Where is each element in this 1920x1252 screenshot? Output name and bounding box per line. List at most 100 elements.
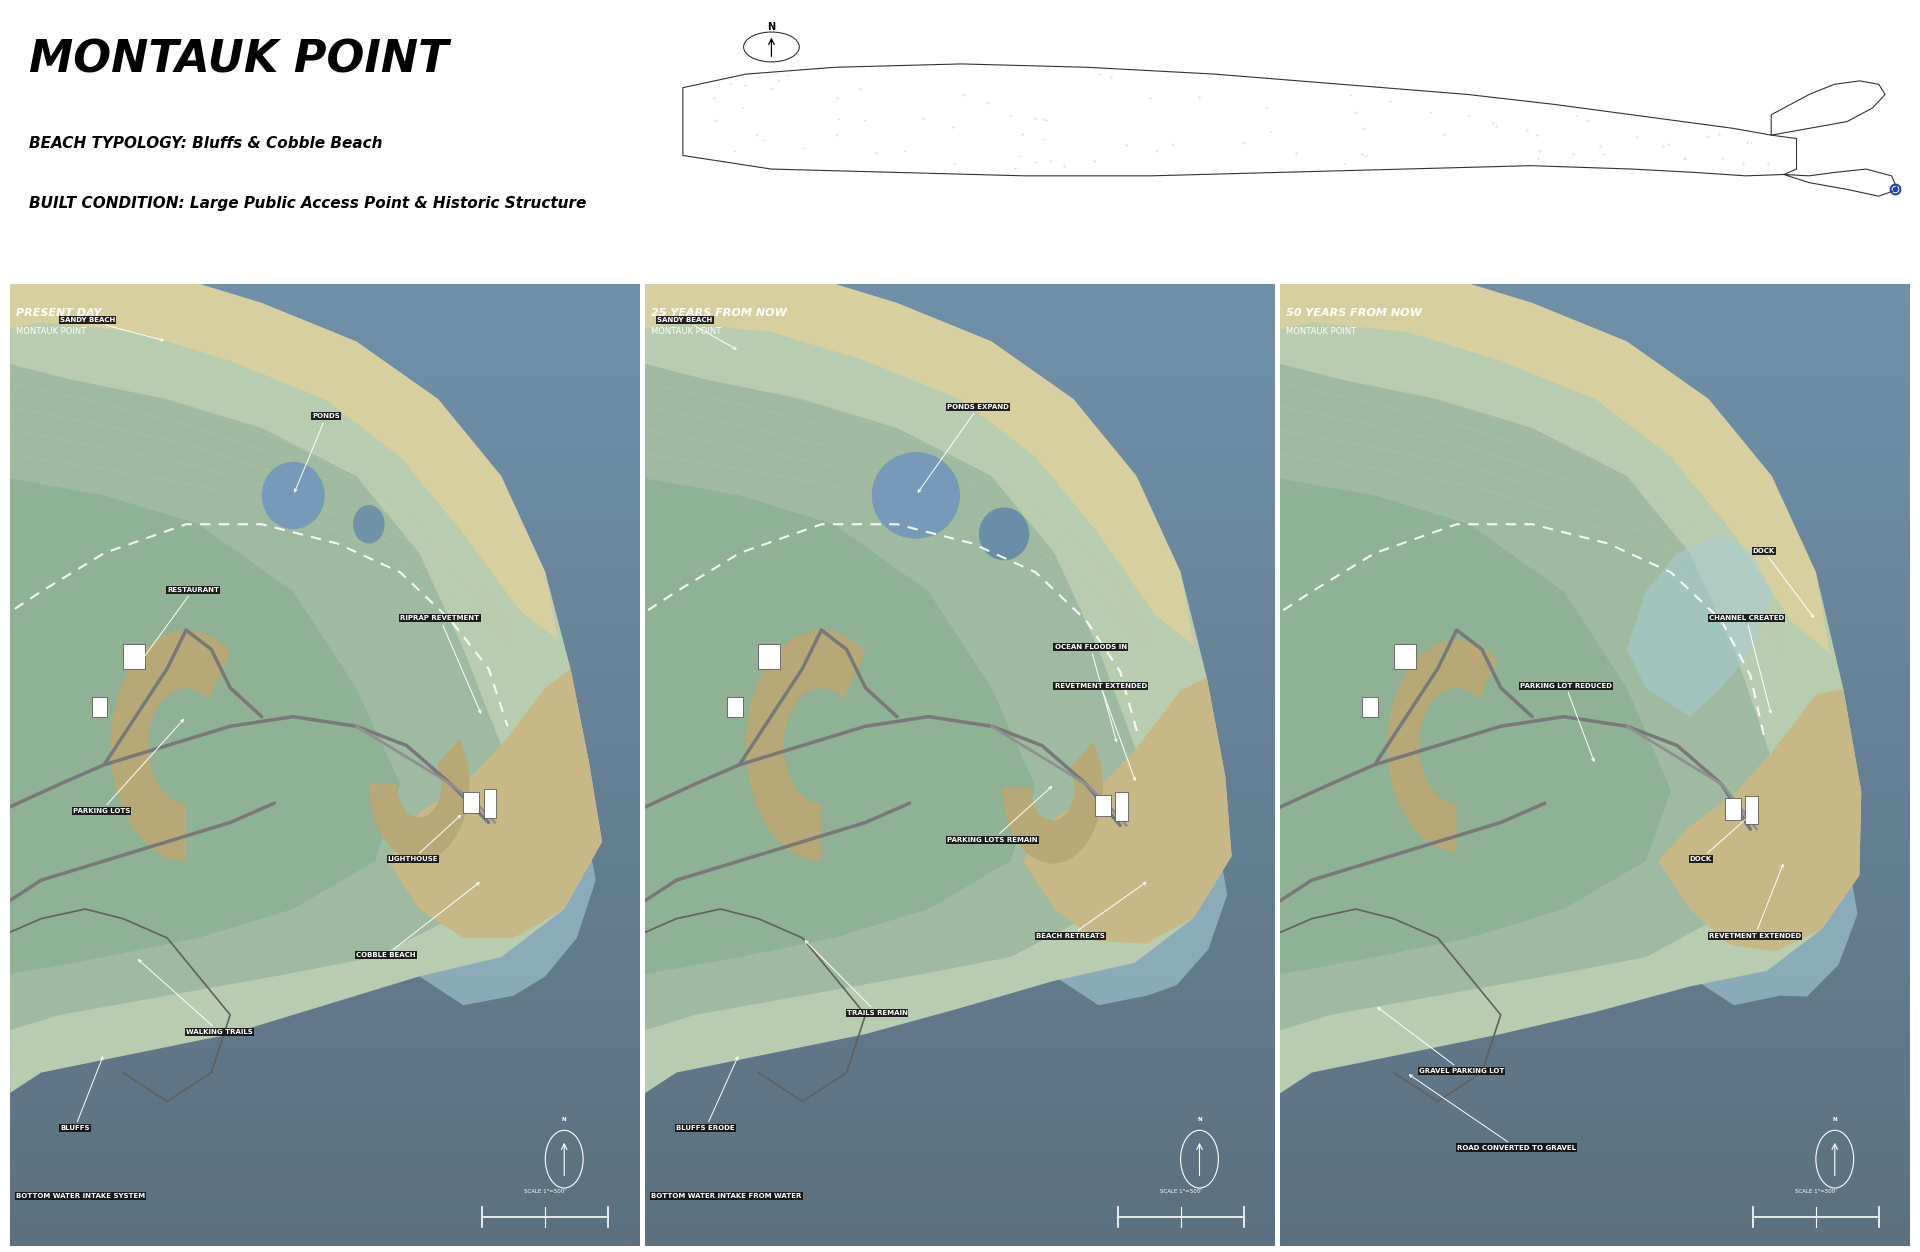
Text: PARKING LOTS: PARKING LOTS	[73, 720, 184, 814]
Bar	[10, 501, 639, 525]
Bar	[1281, 1222, 1910, 1246]
Bar	[645, 476, 1275, 501]
Bar	[728, 697, 743, 716]
Bar	[1281, 933, 1910, 957]
Bar	[1281, 452, 1910, 476]
Text: 50 YEARS FROM NOW: 50 YEARS FROM NOW	[1286, 308, 1423, 318]
Text: SCALE 1"=500': SCALE 1"=500'	[1160, 1189, 1202, 1194]
Text: BEACH TYPOLOGY: Bluffs & Cobble Beach: BEACH TYPOLOGY: Bluffs & Cobble Beach	[29, 136, 382, 151]
Bar	[645, 1222, 1275, 1246]
Bar	[10, 765, 639, 789]
Text: MONTAUK POINT: MONTAUK POINT	[15, 327, 86, 336]
Bar	[92, 697, 108, 716]
Bar	[1281, 1078, 1910, 1102]
Bar	[1281, 356, 1910, 379]
Bar	[10, 982, 639, 1005]
Ellipse shape	[261, 462, 324, 530]
Text: BEACH RETREATS: BEACH RETREATS	[1035, 883, 1146, 939]
Text: DOCK: DOCK	[1753, 548, 1814, 617]
Text: PONDS EXPAND: PONDS EXPAND	[918, 404, 1010, 492]
Bar	[10, 356, 639, 379]
Bar	[1281, 525, 1910, 548]
Text: CHANNEL CREATED: CHANNEL CREATED	[1709, 616, 1784, 712]
Bar	[10, 789, 639, 813]
Bar	[10, 861, 639, 885]
Bar	[645, 813, 1275, 836]
Polygon shape	[1659, 689, 1860, 952]
Bar	[645, 404, 1275, 428]
Bar	[645, 836, 1275, 861]
Bar	[10, 1078, 639, 1102]
Text: SANDY BEACH: SANDY BEACH	[657, 317, 735, 349]
Bar	[645, 1173, 1275, 1198]
Bar	[645, 1005, 1275, 1029]
Bar	[10, 1053, 639, 1078]
Bar	[1281, 379, 1910, 404]
Bar	[463, 791, 480, 813]
Bar	[1281, 645, 1910, 669]
Bar	[10, 909, 639, 933]
Bar	[1281, 308, 1910, 332]
Bar	[1281, 692, 1910, 716]
Text: LIGHTHOUSE: LIGHTHOUSE	[388, 815, 461, 861]
Polygon shape	[111, 630, 230, 861]
Polygon shape	[1002, 741, 1102, 864]
Bar	[645, 1102, 1275, 1126]
Polygon shape	[1626, 533, 1772, 716]
Text: BLUFFS: BLUFFS	[60, 1057, 104, 1132]
Bar	[645, 645, 1275, 669]
Bar	[10, 284, 639, 308]
Text: N: N	[1832, 1117, 1837, 1122]
Bar	[1281, 548, 1910, 572]
Bar	[645, 909, 1275, 933]
Bar	[10, 669, 639, 692]
Bar	[10, 1126, 639, 1149]
Text: REVETMENT EXTENDED: REVETMENT EXTENDED	[1054, 682, 1146, 780]
Polygon shape	[0, 476, 401, 977]
Bar	[1281, 909, 1910, 933]
Bar	[10, 1029, 639, 1053]
Bar	[645, 284, 1275, 308]
Bar	[1281, 1198, 1910, 1222]
Text: BOTTOM WATER INTAKE SYSTEM: BOTTOM WATER INTAKE SYSTEM	[15, 1193, 146, 1198]
Text: DOCK: DOCK	[1690, 815, 1749, 861]
Bar	[10, 525, 639, 548]
Bar	[645, 308, 1275, 332]
Bar	[645, 621, 1275, 645]
Bar	[645, 1149, 1275, 1173]
Bar	[645, 332, 1275, 356]
Text: BOTTOM WATER INTAKE FROM WATER: BOTTOM WATER INTAKE FROM WATER	[651, 1193, 801, 1198]
Text: MONTAUK POINT: MONTAUK POINT	[29, 39, 447, 81]
Bar	[1094, 795, 1110, 816]
Text: OCEAN FLOODS IN: OCEAN FLOODS IN	[1054, 645, 1127, 741]
Bar	[645, 452, 1275, 476]
Bar	[1281, 716, 1910, 741]
Text: ROAD CONVERTED TO GRAVEL: ROAD CONVERTED TO GRAVEL	[1409, 1074, 1576, 1151]
Polygon shape	[632, 264, 1231, 1102]
Text: PARKING LOT REDUCED: PARKING LOT REDUCED	[1519, 682, 1611, 761]
Text: MONTAUK POINT: MONTAUK POINT	[651, 327, 722, 336]
Bar	[10, 933, 639, 957]
Polygon shape	[1670, 627, 1857, 1005]
Bar	[645, 379, 1275, 404]
Polygon shape	[0, 361, 501, 1034]
Bar	[645, 716, 1275, 741]
Bar	[10, 596, 639, 621]
Polygon shape	[1267, 264, 1860, 1102]
Bar	[1281, 957, 1910, 982]
Text: SCALE 1"=500': SCALE 1"=500'	[1795, 1189, 1837, 1194]
Text: RIPRAP REVETMENT: RIPRAP REVETMENT	[401, 616, 480, 714]
Bar	[1281, 789, 1910, 813]
Polygon shape	[0, 264, 559, 640]
Bar	[10, 428, 639, 452]
Text: PRESENT DAY: PRESENT DAY	[15, 308, 102, 318]
Polygon shape	[632, 361, 1137, 1034]
Bar	[1361, 697, 1379, 716]
Bar	[10, 452, 639, 476]
Bar	[1281, 1126, 1910, 1149]
Bar	[10, 548, 639, 572]
Bar	[1281, 1029, 1910, 1053]
Bar	[1281, 765, 1910, 789]
Polygon shape	[0, 264, 603, 1102]
Bar	[645, 789, 1275, 813]
